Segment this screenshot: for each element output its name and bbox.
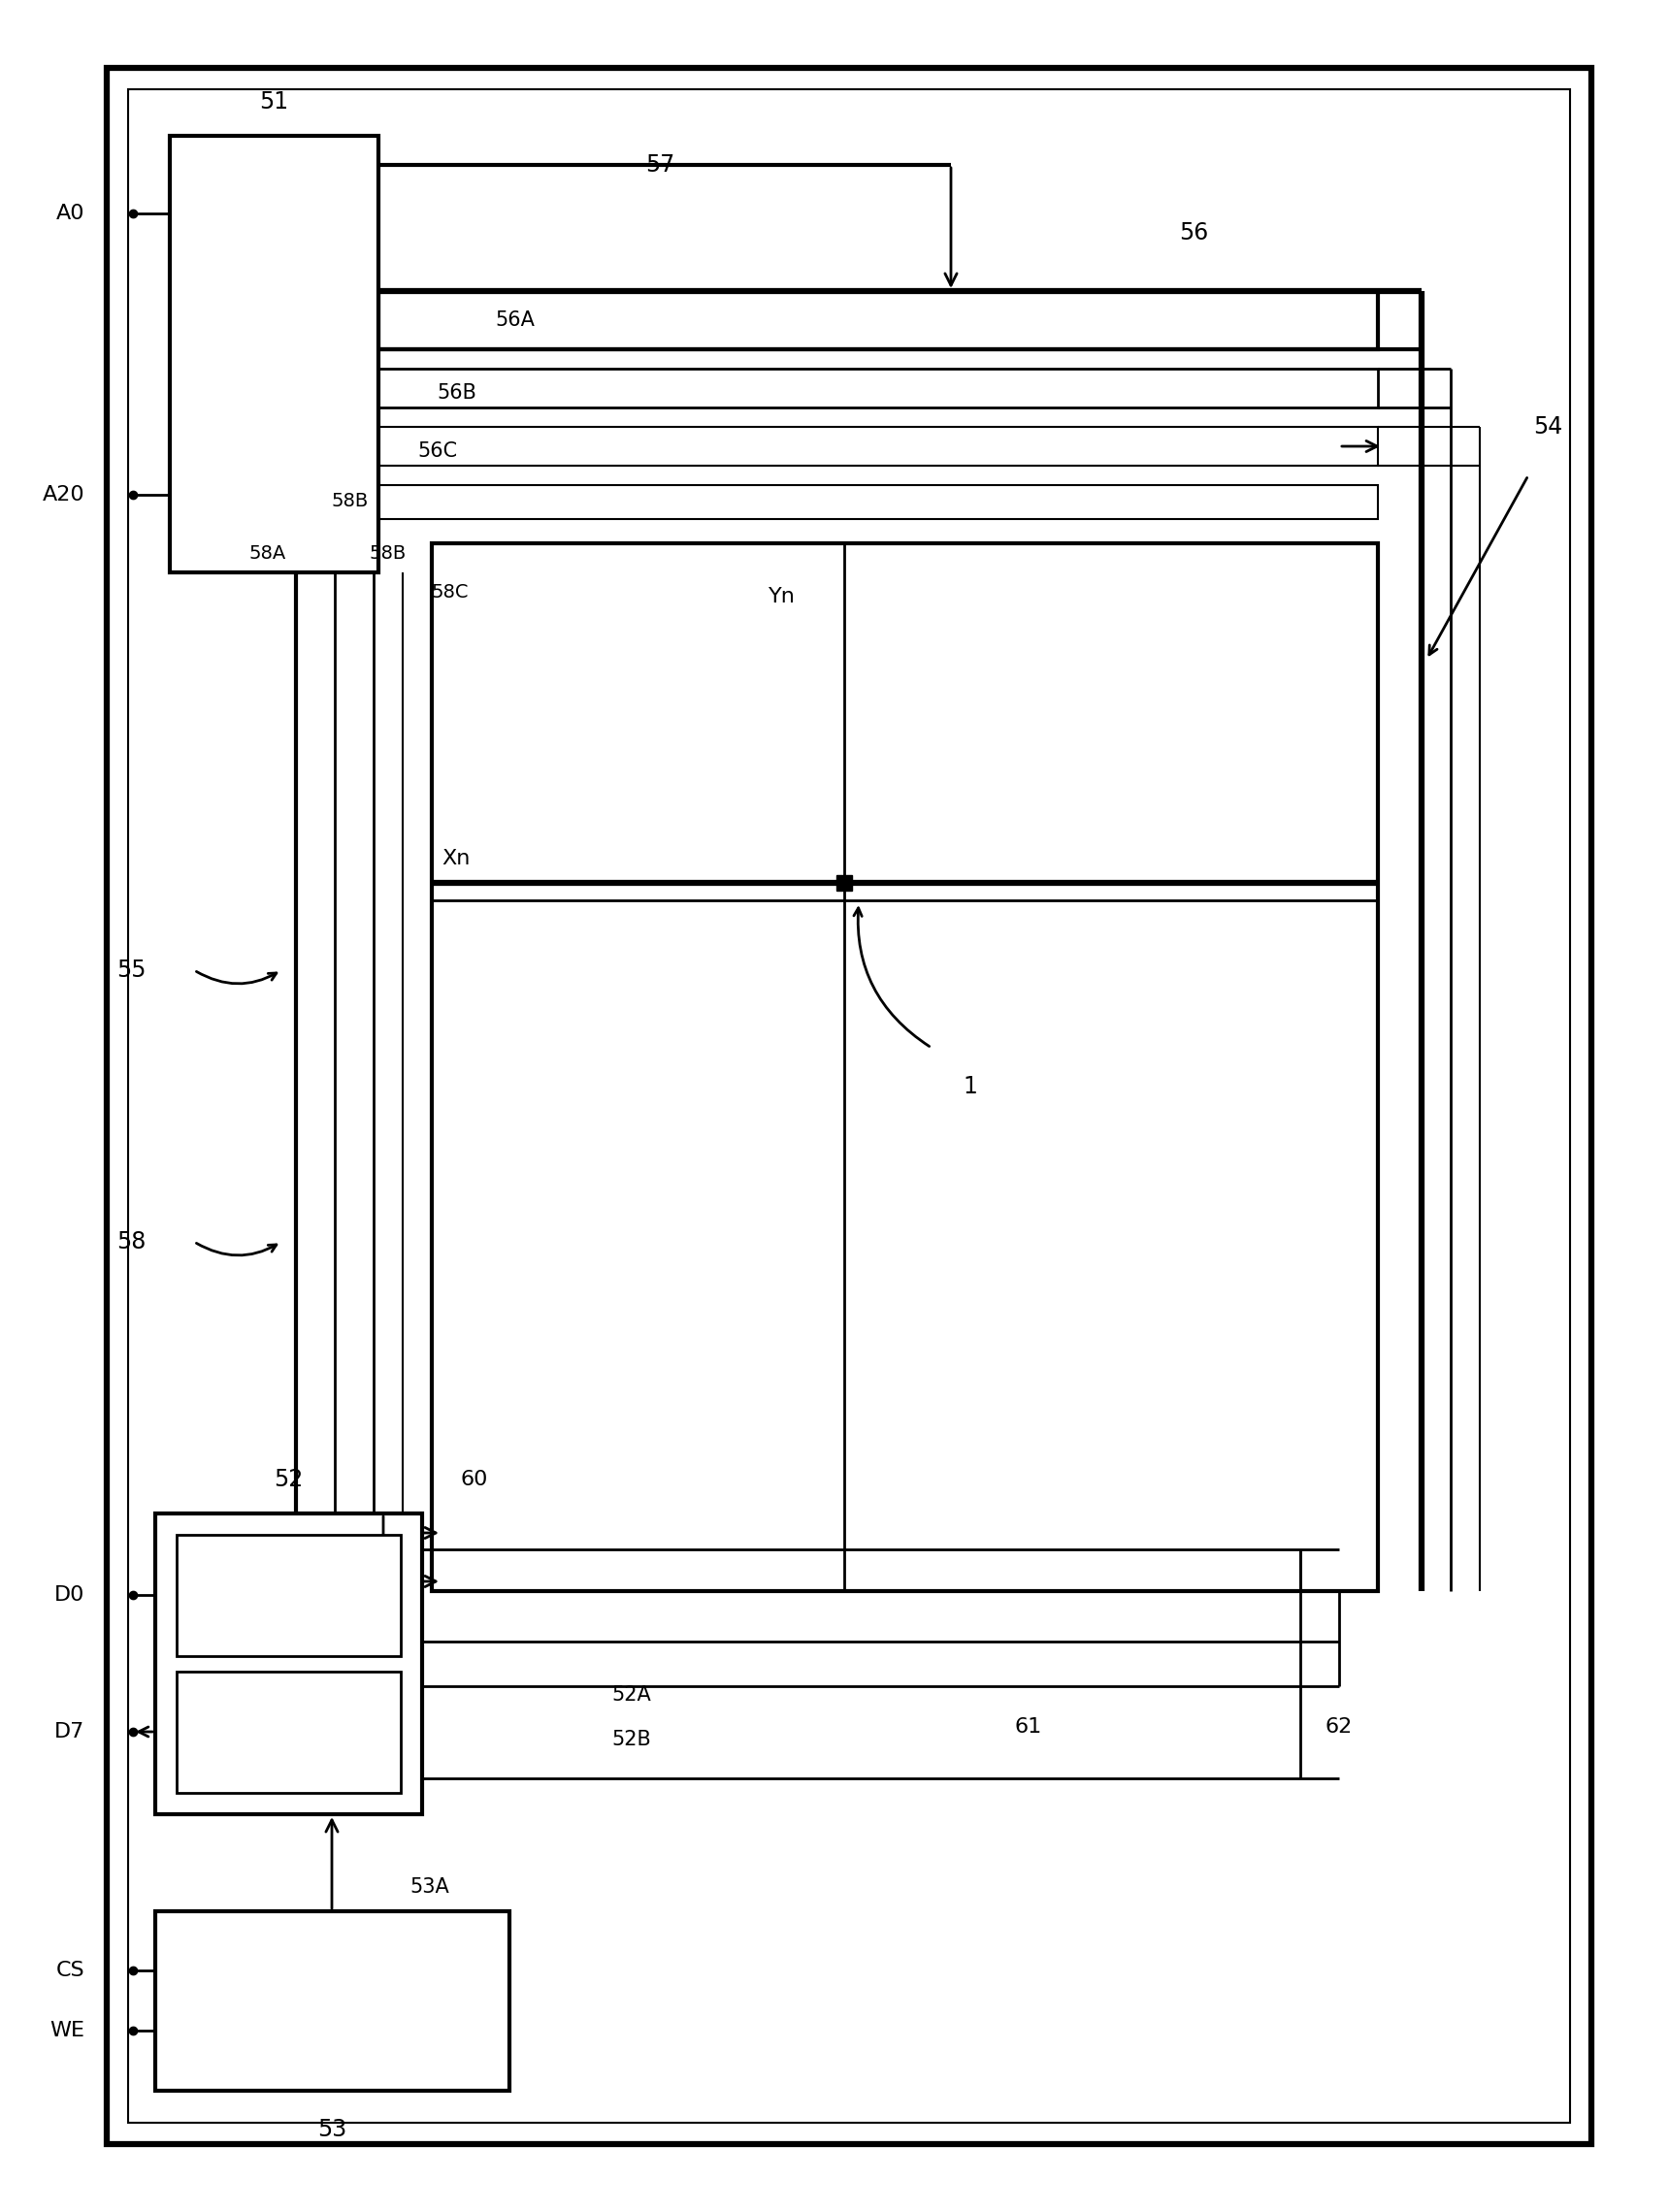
Bar — [155, 1513, 422, 1814]
Text: ·
·
·: · · · — [102, 323, 108, 385]
Text: 52A: 52A — [611, 1686, 651, 1705]
Text: 55: 55 — [117, 958, 147, 982]
Text: 51: 51 — [259, 91, 289, 113]
Bar — [379, 427, 1379, 467]
Text: 52: 52 — [274, 1469, 302, 1491]
Text: Xn: Xn — [442, 849, 471, 869]
Text: A20: A20 — [42, 484, 85, 504]
Text: Yn: Yn — [769, 586, 796, 606]
Text: 56B: 56B — [437, 383, 476, 403]
Text: 58C: 58C — [432, 582, 469, 602]
Bar — [107, 69, 1591, 2143]
Text: 56C: 56C — [417, 442, 457, 460]
Text: 1: 1 — [963, 1075, 978, 1097]
Text: CS: CS — [55, 1960, 85, 1980]
Bar — [432, 544, 1379, 1590]
Text: 58: 58 — [117, 1230, 145, 1254]
Bar — [170, 135, 379, 573]
Text: 58B: 58B — [369, 544, 406, 562]
Text: 57: 57 — [646, 153, 674, 177]
Bar — [379, 484, 1379, 520]
Bar — [129, 88, 1571, 2124]
Text: 56: 56 — [1178, 221, 1208, 246]
Text: 53A: 53A — [409, 1878, 449, 1896]
Bar — [177, 1535, 401, 1657]
Text: 52B: 52B — [611, 1730, 651, 1750]
Bar — [379, 369, 1379, 407]
Text: A0: A0 — [55, 204, 85, 223]
Bar — [177, 1672, 401, 1794]
Text: 61: 61 — [1015, 1717, 1041, 1736]
Text: 60: 60 — [461, 1469, 489, 1489]
Text: ·
·
·: · · · — [102, 1632, 108, 1694]
Bar — [155, 1911, 509, 2090]
Text: D7: D7 — [53, 1723, 85, 1741]
Text: 54: 54 — [1534, 416, 1562, 438]
Text: 58A: 58A — [249, 544, 287, 562]
Bar — [379, 292, 1379, 349]
Text: D0: D0 — [53, 1586, 85, 1604]
Text: 53: 53 — [317, 2117, 347, 2141]
Text: 56A: 56A — [496, 310, 534, 330]
Text: 62: 62 — [1325, 1717, 1354, 1736]
Text: WE: WE — [50, 2022, 85, 2039]
Text: 58B: 58B — [332, 493, 369, 511]
